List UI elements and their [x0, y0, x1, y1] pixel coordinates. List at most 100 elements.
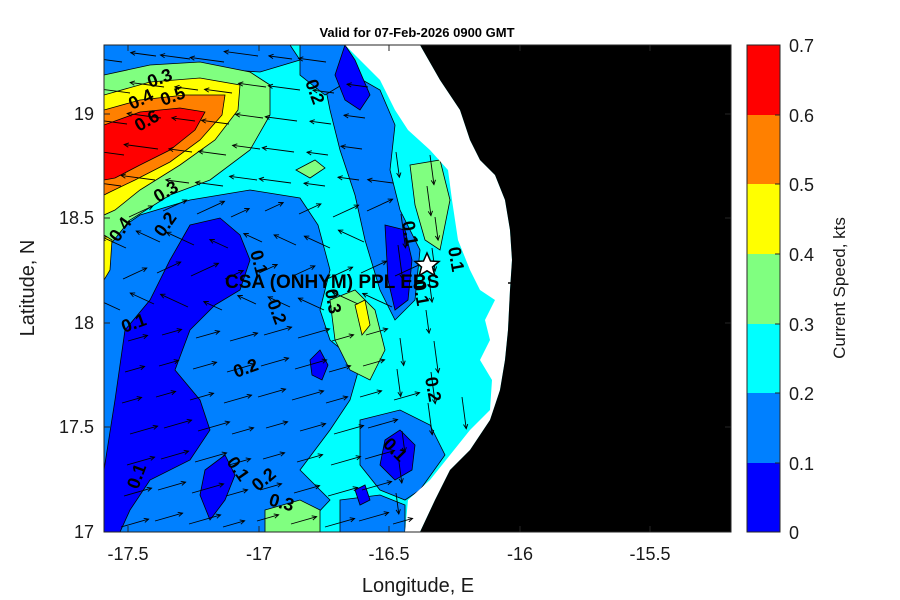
current-vector-head: [242, 488, 249, 494]
current-vector: [124, 144, 159, 150]
current-vector-head: [129, 292, 136, 298]
current-vector-head: [234, 112, 241, 118]
x-tick-label: -16.5: [368, 544, 409, 564]
speed-band-0-0.1: [354, 484, 371, 506]
current-vector-head: [215, 513, 222, 519]
current-vector-head: [143, 517, 150, 523]
current-vector-head: [223, 49, 230, 55]
speed-band-0.1-0.2: [299, 45, 351, 96]
current-vector: [127, 113, 162, 119]
current-vector-head: [189, 55, 196, 61]
current-vector-head: [314, 484, 321, 490]
current-vector: [136, 230, 161, 243]
current-vector-head: [376, 389, 383, 395]
colorbar-tick-label: 0: [789, 523, 799, 543]
current-vector: [395, 151, 400, 178]
current-vector-head: [345, 364, 352, 370]
current-vector: [338, 229, 365, 243]
colorbar-bin-0.4-0.5: [747, 184, 780, 254]
current-vector: [332, 291, 359, 305]
current-vector: [399, 337, 405, 366]
current-vector: [195, 330, 220, 339]
current-vector-head: [90, 149, 95, 153]
current-vector-head: [203, 87, 210, 93]
colorbar-tick-label: 0.2: [789, 384, 814, 404]
current-vector: [204, 88, 233, 94]
current-vector-head: [180, 480, 187, 486]
current-vector-head: [200, 118, 207, 124]
current-vector: [362, 293, 393, 308]
current-vector: [294, 359, 327, 370]
current-vector: [299, 423, 326, 432]
current-vector-head: [345, 82, 352, 88]
current-vector-head: [389, 449, 396, 455]
current-vector: [120, 518, 149, 528]
current-vector: [121, 175, 156, 181]
current-vector: [306, 151, 329, 156]
current-vector: [154, 512, 183, 522]
current-vector-head: [381, 260, 388, 266]
current-vector: [293, 485, 320, 494]
current-vector: [232, 144, 261, 150]
colorbar-bin-0.1-0.2: [747, 393, 780, 463]
current-vector: [392, 517, 413, 525]
current-vector: [235, 113, 264, 119]
y-tick-label: 18: [74, 313, 94, 333]
current-vector-head: [432, 398, 438, 405]
current-vector: [303, 182, 326, 187]
current-vector: [324, 518, 355, 528]
current-vector-head: [273, 234, 280, 240]
current-vector: [362, 359, 385, 367]
x-tick-label: -15.5: [629, 544, 670, 564]
current-vector-head: [429, 429, 435, 436]
current-vector-head: [302, 181, 309, 187]
current-vector: [127, 334, 148, 342]
current-vector: [160, 293, 189, 308]
speed-band-0.6-0.7: [104, 107, 206, 181]
current-vector-head: [267, 53, 274, 60]
current-vector-head: [463, 423, 469, 430]
current-vector: [290, 516, 317, 525]
current-vector-head: [347, 266, 354, 272]
current-vector: [267, 296, 291, 308]
current-vector: [268, 55, 293, 60]
current-vector-head: [244, 208, 251, 213]
current-vector-head: [273, 513, 280, 519]
speed-band-0.3-0.4: [264, 499, 321, 532]
current-vector: [330, 456, 361, 466]
current-vector: [130, 82, 165, 88]
current-vector-head: [147, 205, 154, 211]
current-vector-head: [165, 231, 172, 237]
current-vector: [332, 204, 359, 218]
current-vector-head: [428, 297, 435, 304]
current-vector: [365, 328, 388, 336]
current-vector: [259, 483, 282, 491]
current-vector-head: [202, 301, 209, 306]
current-vector: [291, 390, 324, 401]
current-vector-head: [382, 327, 389, 333]
current-vector-head: [149, 455, 156, 461]
current-vector: [259, 178, 292, 184]
current-vector-head: [308, 119, 315, 125]
current-vector: [400, 213, 406, 248]
current-vector-head: [283, 356, 290, 362]
current-vector: [155, 390, 176, 398]
x-tick-label: -17.5: [107, 544, 148, 564]
current-vector: [262, 452, 285, 460]
current-vector: [195, 181, 224, 187]
current-vector: [327, 487, 358, 497]
current-vector: [256, 514, 279, 522]
current-vector: [229, 332, 258, 342]
current-vector-field: [90, 49, 469, 528]
current-vector-head: [297, 297, 304, 303]
current-vector: [189, 392, 214, 401]
current-vector: [237, 295, 257, 305]
current-vector-head: [399, 273, 405, 280]
current-vector-head: [97, 57, 102, 61]
current-vector: [396, 368, 402, 397]
current-vector-head: [342, 395, 349, 401]
current-vector-head: [267, 296, 274, 302]
colorbar-tick-label: 0.3: [789, 315, 814, 335]
current-vector: [257, 388, 286, 398]
